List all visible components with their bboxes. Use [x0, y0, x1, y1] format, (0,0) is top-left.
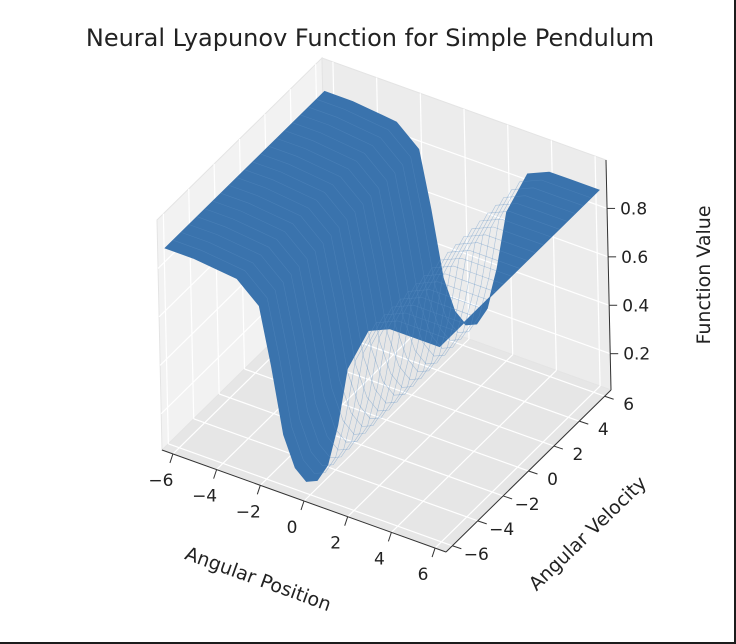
x-tick-label: 4 [374, 549, 385, 569]
y-tick-label: −4 [489, 520, 514, 540]
x-tick-label: 0 [287, 518, 298, 538]
surface-patch [164, 90, 600, 482]
y-tick-label: 4 [598, 420, 609, 440]
surface-mesh-line [268, 146, 544, 380]
y-tick-mark [528, 470, 538, 475]
z-axis-line [605, 159, 612, 391]
surface-mesh-line [204, 208, 480, 443]
grid-line [594, 156, 601, 387]
x-tick-mark [344, 516, 349, 526]
surface-mesh-line [236, 177, 512, 412]
y-tick-mark [553, 445, 564, 450]
grid-line [162, 213, 169, 444]
surface-mesh-line [284, 130, 560, 365]
surface [164, 90, 600, 482]
x-tick-mark [300, 500, 305, 511]
x-axis-label: Angular Position [182, 543, 334, 616]
x-tick-mark [169, 453, 174, 464]
surface-mesh-line [220, 193, 496, 427]
surface-mesh-line [212, 200, 488, 435]
y-tick-label: −2 [515, 495, 540, 515]
z-axis-label: Function Value [693, 205, 715, 344]
x-tick-mark [213, 469, 218, 479]
x-tick-mark [387, 532, 392, 542]
x-tick-label: −2 [236, 502, 261, 522]
surface-mesh-line [316, 99, 592, 333]
surface-mesh-line [276, 138, 552, 373]
y-tick-mark [452, 545, 462, 550]
z-tick-label: 0.6 [621, 248, 648, 268]
y-tick-mark [477, 520, 487, 525]
surface-mesh-line [181, 232, 456, 467]
surface-mesh-line [244, 169, 520, 404]
chart-title: Neural Lyapunov Function for Simple Pend… [86, 24, 654, 52]
x-tick-label: −6 [148, 471, 173, 491]
grid-line [193, 418, 478, 522]
y-tick-label: 2 [572, 445, 583, 465]
y-tick-label: 6 [623, 395, 634, 415]
z-tick-label: 0.4 [622, 296, 649, 316]
surface-mesh-line [196, 216, 472, 451]
surface-mesh-line [292, 122, 568, 357]
x-tick-label: 2 [330, 534, 341, 554]
surface-mesh-line [188, 224, 464, 459]
surface-mesh-line [308, 106, 584, 341]
surface-mesh-line [228, 185, 504, 420]
grid-line [463, 108, 470, 340]
y-tick-mark [579, 420, 589, 425]
y-tick-label: −6 [464, 545, 489, 565]
y-tick-mark [604, 395, 614, 400]
x-tick-label: 6 [418, 565, 429, 585]
y-tick-label: 0 [547, 470, 558, 490]
x-tick-mark [431, 547, 436, 558]
surface-mesh-line [260, 153, 536, 388]
x-tick-label: −4 [192, 487, 217, 507]
surface-mesh-line [173, 239, 448, 474]
grid-line [218, 393, 504, 497]
x-tick-mark [256, 485, 261, 495]
y-axis-label: Angular Velocity [525, 472, 651, 595]
surface-mesh-line [252, 161, 528, 396]
surface-mesh-line [300, 114, 576, 349]
z-tick-label: 0.2 [623, 345, 650, 365]
y-tick-mark [502, 495, 513, 500]
z-tick-label: 0.8 [620, 199, 647, 219]
grid-line [168, 443, 453, 547]
